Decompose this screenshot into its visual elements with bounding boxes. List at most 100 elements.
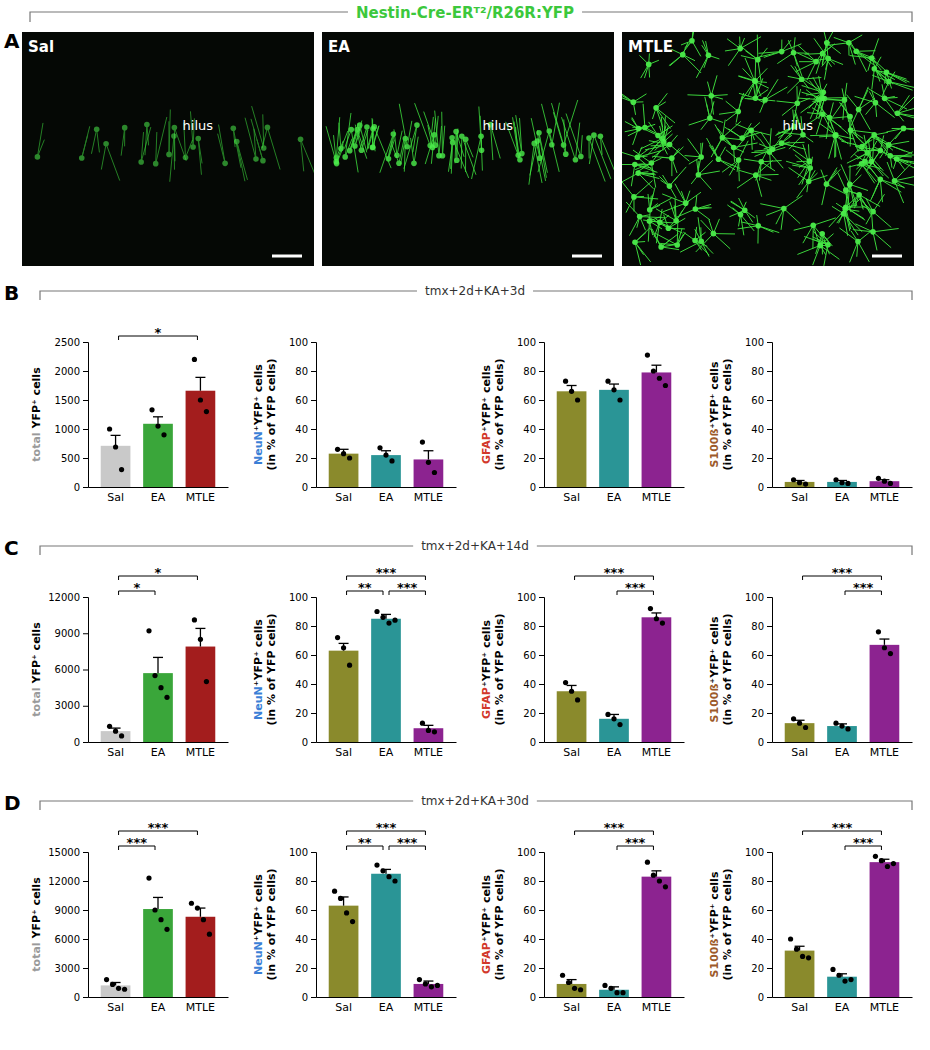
error-cap [195, 628, 205, 629]
y-tick-mark [539, 968, 544, 969]
y-tick: 20 [523, 453, 544, 464]
significance-label: *** [625, 835, 646, 850]
y-axis-line [539, 343, 545, 488]
cell-process [479, 107, 482, 151]
y-tick: 80 [523, 366, 544, 377]
error-cap [423, 725, 433, 726]
data-point [605, 712, 610, 717]
x-tick-label: Sal [107, 491, 124, 504]
cell-body [810, 222, 816, 228]
cell-body [333, 159, 339, 165]
cell-process [829, 136, 835, 159]
y-tick: 6000 [55, 934, 88, 945]
data-point [110, 982, 115, 987]
cell-process [846, 207, 865, 220]
cell-process [658, 135, 667, 154]
cell-process [233, 128, 241, 167]
x-tick: MTLE [870, 487, 899, 504]
panel-a: ANestin-Cre-ERᵀ²/R26R:YFPSalhilusEAhilus… [4, 4, 929, 266]
x-tick-label: EA [835, 1001, 850, 1014]
significance-label: *** [853, 580, 874, 595]
cell-process [366, 127, 368, 148]
data-point [879, 858, 884, 863]
x-axis-line [545, 487, 685, 488]
x-axis: SalEAMTLE [89, 742, 229, 759]
x-axis: SalEAMTLE [773, 487, 913, 504]
x-tick-label: Sal [335, 746, 352, 759]
y-axis-title: (in % of YFP cells) [721, 359, 734, 471]
y-tick: 60 [523, 395, 544, 406]
x-axis: SalEAMTLE [545, 997, 685, 1014]
y-tick-mark [539, 881, 544, 882]
y-tick: 9000 [55, 905, 88, 916]
cell-process [848, 184, 850, 205]
cell-body [817, 243, 823, 249]
bar [870, 645, 900, 742]
cell-process [252, 106, 264, 148]
cell-process [765, 79, 778, 100]
significance-label: *** [853, 835, 874, 850]
y-tick-mark [767, 342, 772, 343]
cell-process [686, 192, 701, 203]
y-tick-mark [83, 371, 88, 372]
y-tick: 0 [74, 992, 88, 1003]
cell-body [144, 122, 150, 128]
data-point [146, 876, 151, 881]
data-point [377, 445, 382, 450]
cell-body [696, 172, 702, 178]
y-tick: 15000 [48, 847, 88, 858]
cell-process [756, 174, 779, 176]
cell-process [640, 138, 662, 149]
data-point [161, 432, 166, 437]
y-tick-label: 0 [530, 737, 536, 748]
y-axis-line [767, 343, 773, 488]
x-tick: Sal [791, 487, 808, 504]
significance-label: ** [358, 580, 372, 595]
y-axis-title-part: ⁺YFP⁺ cells [708, 616, 721, 684]
x-axis: SalEAMTLE [317, 487, 457, 504]
cell-process [826, 169, 840, 184]
data-point [620, 990, 625, 995]
cell-process [461, 136, 463, 168]
y-tick-mark [767, 968, 772, 969]
cell-process [705, 97, 710, 118]
cell-process [622, 178, 634, 197]
x-tick-label: MTLE [414, 746, 443, 759]
cell-process [789, 135, 803, 149]
cell-process [822, 97, 847, 99]
y-axis-title-part: (in % of YFP cells) [265, 614, 278, 726]
y-tick: 60 [751, 650, 772, 661]
cell-body [884, 69, 890, 75]
cell-body [846, 40, 852, 46]
data-point [380, 615, 385, 620]
y-tick: 0 [74, 737, 88, 748]
y-tick-label: 60 [295, 905, 308, 916]
y-tick-mark [767, 713, 772, 714]
cell-body [824, 181, 830, 187]
cell-process [886, 72, 906, 83]
y-tick-label: 100 [289, 337, 308, 348]
data-point [122, 987, 127, 992]
y-tick: 9000 [55, 628, 88, 639]
data-point [107, 426, 112, 431]
cell-body [753, 172, 759, 178]
data-point [608, 986, 613, 991]
panel-label: C [4, 536, 19, 560]
significance-label: *** [832, 820, 853, 835]
y-axis-line [539, 598, 545, 743]
y-tick-mark [539, 458, 544, 459]
cell-process [880, 179, 904, 187]
data-point [341, 645, 346, 650]
y-tick-mark [311, 655, 316, 656]
data-point [432, 470, 437, 475]
x-tick: MTLE [870, 742, 899, 759]
y-axis-title-part: (in % of YFP cells) [721, 359, 734, 471]
cell-body [35, 154, 41, 160]
cell-body [636, 126, 642, 132]
data-point [888, 651, 893, 656]
error-cap [111, 435, 121, 436]
cell-process [859, 195, 880, 207]
cell-body [195, 136, 201, 142]
y-axis: 020406080100 [289, 337, 317, 493]
data-point [192, 617, 197, 622]
